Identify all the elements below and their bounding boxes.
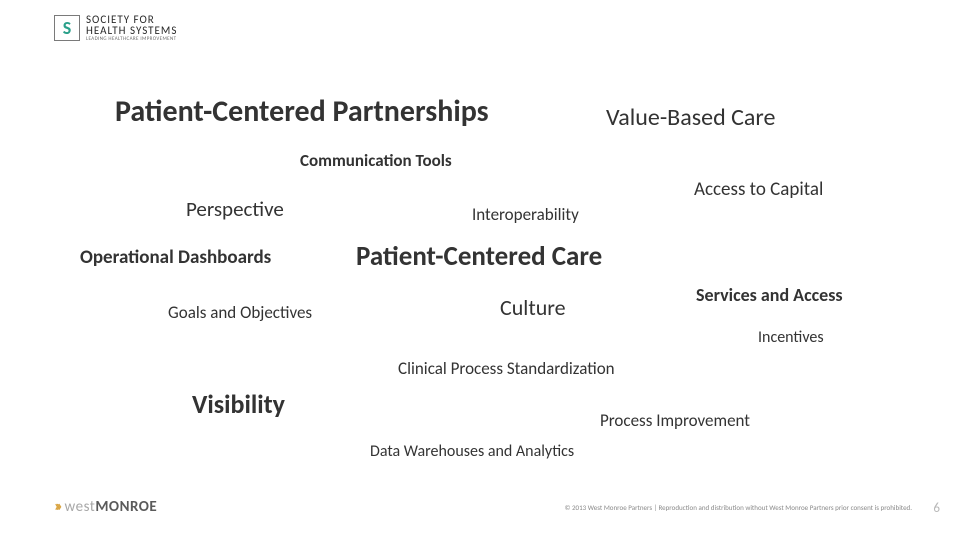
shs-line3: LEADING HEALTHCARE IMPROVEMENT (86, 37, 177, 42)
word-9: Goals and Objectives (168, 302, 312, 323)
word-0: Patient-Centered Partnerships (115, 93, 489, 130)
word-11: Incentives (758, 328, 824, 347)
word-5: Interoperability (472, 204, 579, 225)
slide: S SOCIETY FOR HEALTH SYSTEMS LEADING HEA… (0, 0, 960, 540)
wm-west: west (65, 498, 96, 516)
word-8: Services and Access (696, 284, 843, 306)
page-number: 6 (933, 501, 940, 516)
logo-society-health-systems: S SOCIETY FOR HEALTH SYSTEMS LEADING HEA… (54, 14, 177, 42)
word-7: Patient-Centered Care (356, 240, 602, 273)
word-14: Process Improvement (600, 410, 750, 431)
copyright-text: © 2013 West Monroe Partners | Reproducti… (565, 503, 912, 512)
word-4: Perspective (186, 196, 284, 222)
logo-west-monroe: ››› west MONROE (54, 497, 157, 516)
wm-monroe: MONROE (95, 498, 157, 516)
word-1: Value-Based Care (606, 103, 775, 132)
shs-logo-mark: S (54, 15, 80, 41)
word-10: Culture (500, 294, 566, 321)
word-12: Clinical Process Standardization (398, 358, 615, 379)
shs-logo-text: SOCIETY FOR HEALTH SYSTEMS LEADING HEALT… (86, 14, 177, 42)
word-13: Visibility (192, 388, 285, 420)
word-3: Access to Capital (694, 178, 823, 201)
word-6: Operational Dashboards (80, 246, 271, 269)
chevron-icon: ››› (54, 497, 59, 516)
word-15: Data Warehouses and Analytics (370, 442, 574, 461)
shs-line2: HEALTH SYSTEMS (86, 25, 177, 36)
word-2: Communication Tools (300, 150, 452, 171)
